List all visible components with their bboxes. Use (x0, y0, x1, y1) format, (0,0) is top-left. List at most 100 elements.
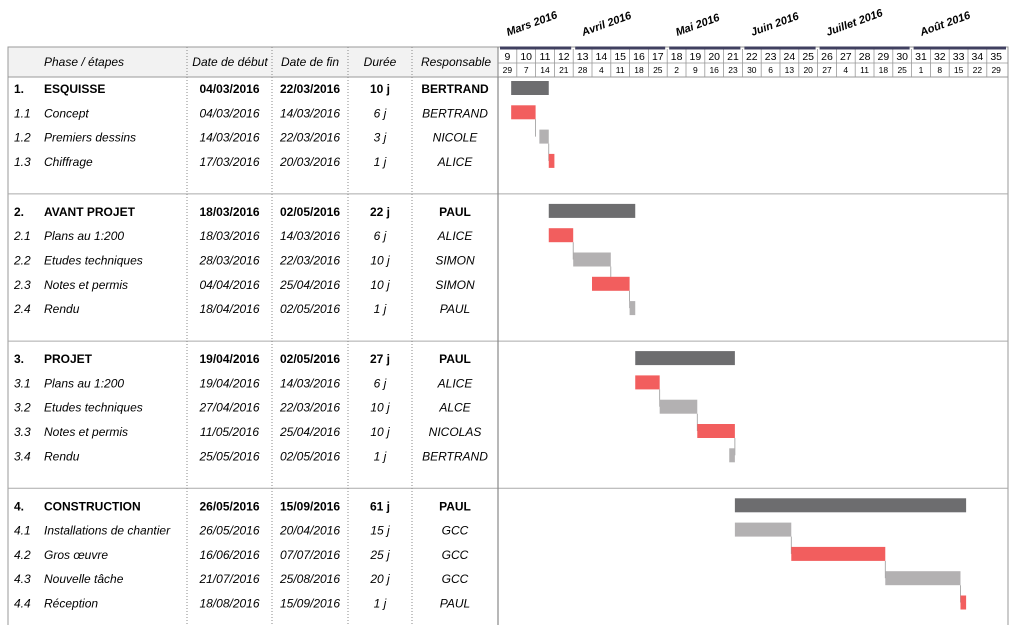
month-label: Avril 2016 (579, 9, 634, 39)
group-number: 3. (14, 352, 24, 366)
week-day: 29 (503, 65, 513, 75)
task-name: Gros œuvre (44, 548, 108, 562)
task-responsible: ALICE (437, 229, 474, 243)
task-bar[interactable] (548, 228, 574, 243)
task-name: Concept (44, 106, 89, 120)
week-number: 31 (915, 51, 927, 63)
group-start-date: 18/03/2016 (199, 205, 259, 219)
task-start-date: 21/07/2016 (198, 572, 259, 586)
task-end-date: 14/03/2016 (280, 229, 340, 243)
task-number: 2.3 (13, 278, 31, 292)
week-number: 23 (765, 51, 777, 63)
group-responsible: PAUL (439, 352, 471, 366)
task-name: Rendu (44, 449, 80, 463)
summary-bar[interactable] (511, 81, 549, 95)
task-responsible: BERTRAND (422, 449, 488, 463)
header-end: Date de fin (281, 55, 339, 69)
task-start-date: 27/04/2016 (198, 401, 259, 415)
task-bar[interactable] (573, 252, 611, 267)
task-bar[interactable] (960, 595, 967, 610)
group-end-date: 02/05/2016 (280, 352, 340, 366)
week-number: 15 (614, 51, 626, 63)
task-bar[interactable] (511, 105, 536, 120)
week-day: 22 (973, 65, 983, 75)
week-day: 8 (937, 65, 942, 75)
task-responsible: PAUL (440, 597, 470, 611)
group-end-date: 15/09/2016 (280, 499, 340, 513)
week-number: 18 (671, 51, 683, 63)
header-phase: Phase / étapes (44, 55, 124, 69)
week-day: 11 (616, 65, 625, 75)
task-name: Notes et permis (44, 425, 128, 439)
week-day: 15 (954, 65, 964, 75)
task-duration: 1 j (374, 302, 387, 316)
task-responsible: SIMON (435, 254, 475, 268)
summary-bar[interactable] (734, 498, 967, 513)
task-number: 1.1 (14, 106, 31, 120)
week-number: 32 (934, 51, 946, 63)
week-day: 18 (634, 65, 644, 75)
task-name: Installations de chantier (44, 524, 171, 538)
timeline-header-bg (498, 47, 1008, 77)
task-bar[interactable] (629, 301, 636, 316)
task-bar[interactable] (885, 571, 961, 586)
week-day: 4 (599, 65, 604, 75)
task-bar[interactable] (539, 129, 549, 144)
task-number: 4.1 (14, 524, 31, 538)
task-duration: 6 j (374, 229, 387, 243)
week-day: 16 (709, 65, 719, 75)
week-number: 27 (840, 51, 852, 63)
week-number: 19 (690, 51, 702, 63)
week-number: 11 (540, 51, 551, 63)
header-responsible: Responsable (421, 55, 491, 69)
task-end-date: 02/05/2016 (280, 449, 340, 463)
group-duration: 27 j (370, 352, 390, 366)
month-label: Juillet 2016 (825, 7, 886, 39)
task-start-date: 04/03/2016 (199, 106, 259, 120)
group-number: 2. (14, 205, 24, 219)
task-bar[interactable] (791, 546, 886, 561)
task-bar[interactable] (592, 276, 630, 291)
group-number: 1. (14, 82, 24, 96)
task-responsible: NICOLAS (429, 425, 482, 439)
task-duration: 1 j (374, 449, 387, 463)
month-label: Juin 2016 (749, 10, 801, 39)
task-start-date: 04/04/2016 (199, 278, 259, 292)
task-number: 2.1 (13, 229, 31, 243)
week-number: 33 (953, 51, 965, 63)
task-name: Plans au 1:200 (44, 229, 124, 243)
task-bar[interactable] (734, 522, 792, 537)
task-name: Rendu (44, 302, 80, 316)
week-day: 21 (559, 65, 569, 75)
task-bar[interactable] (729, 448, 735, 463)
group-duration: 61 j (370, 499, 390, 513)
week-day: 1 (919, 65, 924, 75)
group-duration: 22 j (370, 205, 390, 219)
task-number: 4.2 (14, 548, 31, 562)
week-day: 9 (693, 65, 698, 75)
task-bar[interactable] (548, 153, 555, 168)
task-bar[interactable] (697, 424, 735, 438)
week-day: 25 (653, 65, 663, 75)
week-day: 25 (897, 65, 907, 75)
week-number: 14 (596, 51, 608, 63)
week-number: 29 (878, 51, 890, 63)
header-start: Date de début (192, 55, 268, 69)
task-duration: 10 j (370, 401, 390, 415)
task-number: 4.3 (14, 572, 31, 586)
task-bar[interactable] (635, 375, 660, 390)
summary-bar[interactable] (548, 203, 636, 218)
task-end-date: 22/03/2016 (279, 401, 340, 415)
task-bar[interactable] (659, 399, 698, 414)
summary-bar[interactable] (635, 351, 735, 366)
task-number: 3.3 (14, 425, 31, 439)
task-duration: 1 j (374, 155, 387, 169)
group-name: CONSTRUCTION (44, 499, 141, 513)
task-end-date: 20/04/2016 (279, 524, 340, 538)
week-day: 29 (991, 65, 1001, 75)
table-header-bg (8, 47, 498, 77)
week-day: 4 (843, 65, 848, 75)
task-name: Chiffrage (44, 155, 93, 169)
week-number: 21 (727, 51, 739, 63)
